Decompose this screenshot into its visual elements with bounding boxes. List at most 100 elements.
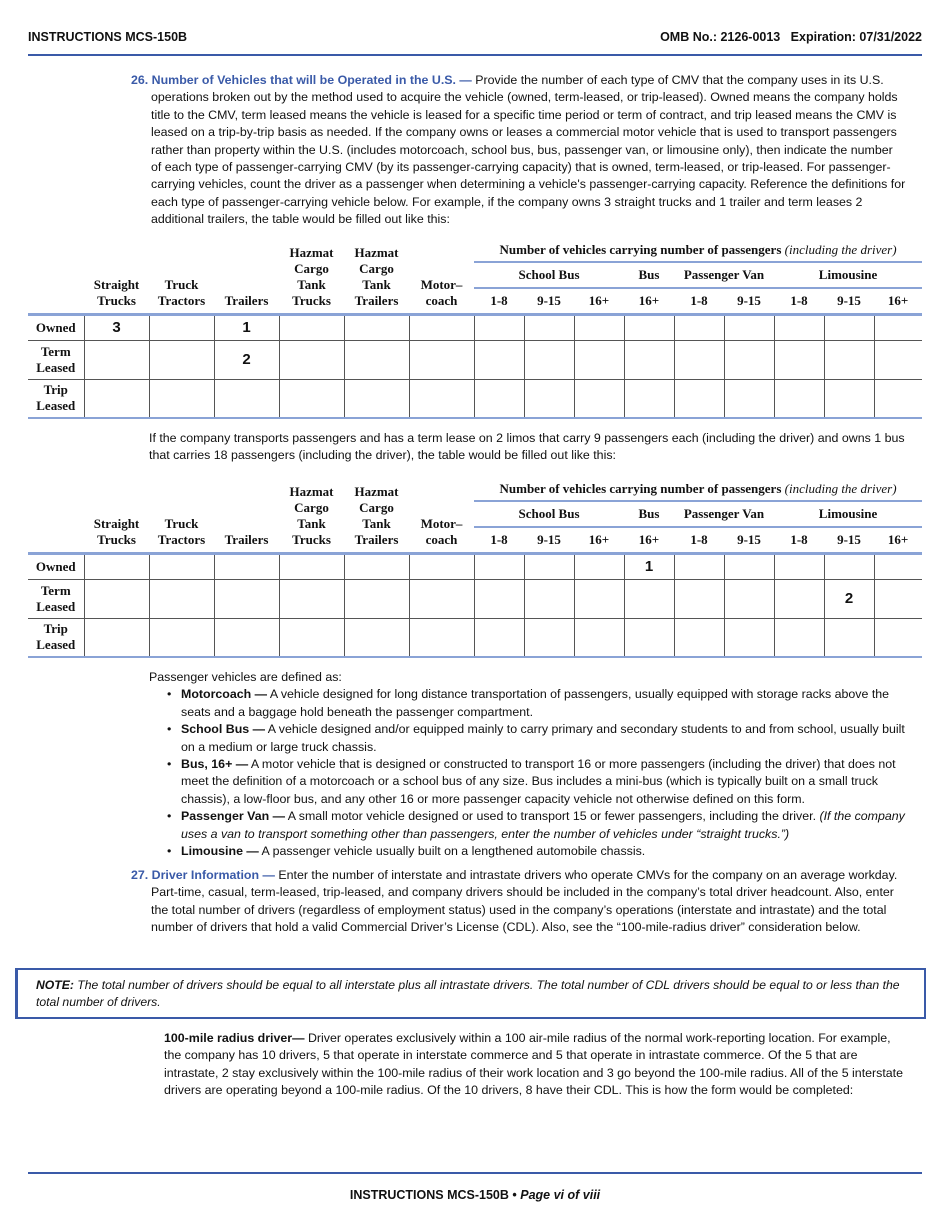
table-cell[interactable] (148, 578, 215, 619)
table-cell[interactable] (83, 578, 150, 619)
table-cell[interactable] (213, 552, 280, 580)
table-cell[interactable] (408, 617, 475, 658)
table-cell[interactable] (873, 578, 923, 619)
table-cell[interactable] (523, 378, 575, 419)
table-cell[interactable] (213, 578, 280, 619)
table-cell[interactable]: 1 (623, 552, 675, 580)
table-cell[interactable] (773, 578, 825, 619)
table-cell[interactable] (723, 339, 775, 380)
table-cell[interactable] (873, 378, 923, 419)
definition-item: Limousine — A passenger vehicle usually … (167, 843, 909, 861)
table-cell[interactable] (278, 578, 345, 619)
table-cell[interactable] (823, 378, 875, 419)
table-cell[interactable] (343, 339, 410, 380)
table-cell[interactable] (823, 617, 875, 658)
table-cell[interactable] (83, 339, 150, 380)
table-cell[interactable] (523, 617, 575, 658)
table-cell[interactable] (278, 617, 345, 658)
table-cell[interactable] (83, 378, 150, 419)
subgroup-header: Limousine (774, 262, 923, 289)
table-cell[interactable]: 3 (83, 313, 150, 341)
table-cell[interactable] (723, 578, 775, 619)
table-cell[interactable] (83, 617, 150, 658)
table-cell[interactable] (473, 552, 525, 580)
table-cell[interactable] (278, 552, 345, 580)
table-cell[interactable] (213, 378, 280, 419)
passenger-group-header: Number of vehicles carrying number of pa… (474, 479, 923, 502)
table-cell[interactable] (473, 617, 525, 658)
table-cell[interactable] (873, 617, 923, 658)
table-cell[interactable] (773, 552, 825, 580)
table-cell[interactable] (523, 313, 575, 341)
definition-text: A vehicle designed and/or equipped mainl… (181, 722, 905, 754)
table-cell[interactable] (723, 617, 775, 658)
table-cell[interactable] (408, 313, 475, 341)
table-cell[interactable] (723, 378, 775, 419)
table-cell[interactable] (573, 378, 625, 419)
table-cell[interactable] (623, 378, 675, 419)
table-cell[interactable] (773, 617, 825, 658)
table-cell[interactable] (213, 617, 280, 658)
table-cell[interactable] (723, 552, 775, 580)
subgroup-header: Passenger Van (674, 262, 774, 289)
table-row: Trip Leased (28, 617, 923, 658)
table-cell[interactable] (408, 339, 475, 380)
table-cell[interactable] (823, 313, 875, 341)
definition-text: A vehicle designed for long distance tra… (181, 687, 890, 719)
table-cell[interactable] (83, 552, 150, 580)
table-cell[interactable] (673, 617, 725, 658)
table-cell[interactable] (773, 378, 825, 419)
table-cell[interactable] (773, 313, 825, 341)
table-cell[interactable] (773, 339, 825, 380)
table-cell[interactable] (673, 578, 725, 619)
table-cell[interactable] (623, 578, 675, 619)
table-cell[interactable] (523, 552, 575, 580)
table-cell[interactable] (823, 339, 875, 380)
table-cell[interactable] (573, 339, 625, 380)
table-cell[interactable] (343, 378, 410, 419)
table-cell[interactable] (343, 578, 410, 619)
table-cell[interactable] (673, 552, 725, 580)
table-cell[interactable] (473, 339, 525, 380)
table-cell[interactable] (408, 378, 475, 419)
table-cell[interactable]: 2 (213, 339, 280, 380)
table-cell[interactable] (473, 378, 525, 419)
table-cell[interactable] (623, 617, 675, 658)
table-cell[interactable] (523, 339, 575, 380)
table-cell[interactable] (573, 313, 625, 341)
table-cell[interactable] (343, 617, 410, 658)
table-cell[interactable] (278, 378, 345, 419)
table-cell[interactable] (673, 313, 725, 341)
table-cell[interactable] (408, 578, 475, 619)
table-cell[interactable] (148, 617, 215, 658)
table-cell[interactable] (723, 313, 775, 341)
table-cell[interactable] (343, 313, 410, 341)
table-cell[interactable] (623, 313, 675, 341)
table-cell[interactable] (573, 617, 625, 658)
table-cell[interactable] (148, 552, 215, 580)
item-27-text: Enter the number of interstate and intra… (151, 868, 898, 935)
table-cell[interactable] (673, 378, 725, 419)
table-cell[interactable] (573, 578, 625, 619)
table-cell[interactable] (148, 313, 215, 341)
table-cell[interactable] (148, 339, 215, 380)
table-cell[interactable] (623, 339, 675, 380)
table-cell[interactable] (473, 578, 525, 619)
table-cell[interactable]: 1 (213, 313, 280, 341)
table-cell[interactable] (873, 552, 923, 580)
table-cell[interactable] (278, 313, 345, 341)
table-cell[interactable] (823, 552, 875, 580)
table-cell[interactable] (148, 378, 215, 419)
table-cell[interactable]: 2 (823, 578, 875, 619)
table-cell[interactable] (873, 339, 923, 380)
table-cell[interactable] (408, 552, 475, 580)
table-cell[interactable] (573, 552, 625, 580)
col-header-5: Motor–coach (409, 479, 474, 555)
table-cell[interactable] (673, 339, 725, 380)
table-cell[interactable] (873, 313, 923, 341)
table-cell[interactable] (278, 339, 345, 380)
table-cell[interactable] (523, 578, 575, 619)
table-cell[interactable] (473, 313, 525, 341)
table-cell[interactable] (343, 552, 410, 580)
